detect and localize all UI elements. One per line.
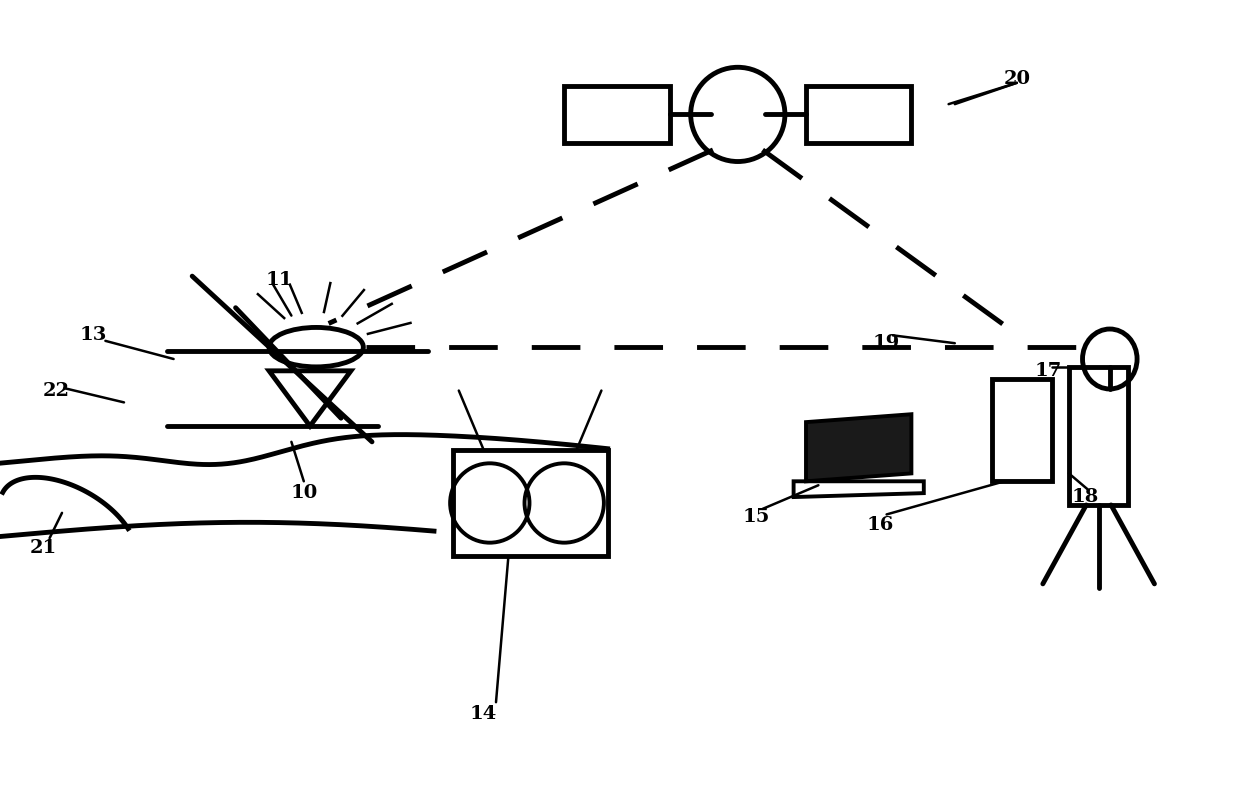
Text: 13: 13 <box>79 327 107 344</box>
Text: 21: 21 <box>30 540 57 557</box>
Text: 16: 16 <box>867 516 894 533</box>
Polygon shape <box>806 414 911 481</box>
Text: 17: 17 <box>1034 362 1061 380</box>
Bar <box>564 86 670 143</box>
Text: 18: 18 <box>1071 488 1099 506</box>
Bar <box>1069 367 1128 505</box>
Text: 22: 22 <box>42 382 69 399</box>
Text: 14: 14 <box>470 705 497 723</box>
Text: 19: 19 <box>873 335 900 352</box>
Bar <box>992 379 1052 481</box>
Text: 10: 10 <box>290 484 317 502</box>
Text: 11: 11 <box>265 271 293 289</box>
Bar <box>806 86 911 143</box>
Bar <box>453 450 608 556</box>
Text: 15: 15 <box>743 508 770 525</box>
Text: 20: 20 <box>1003 70 1030 88</box>
